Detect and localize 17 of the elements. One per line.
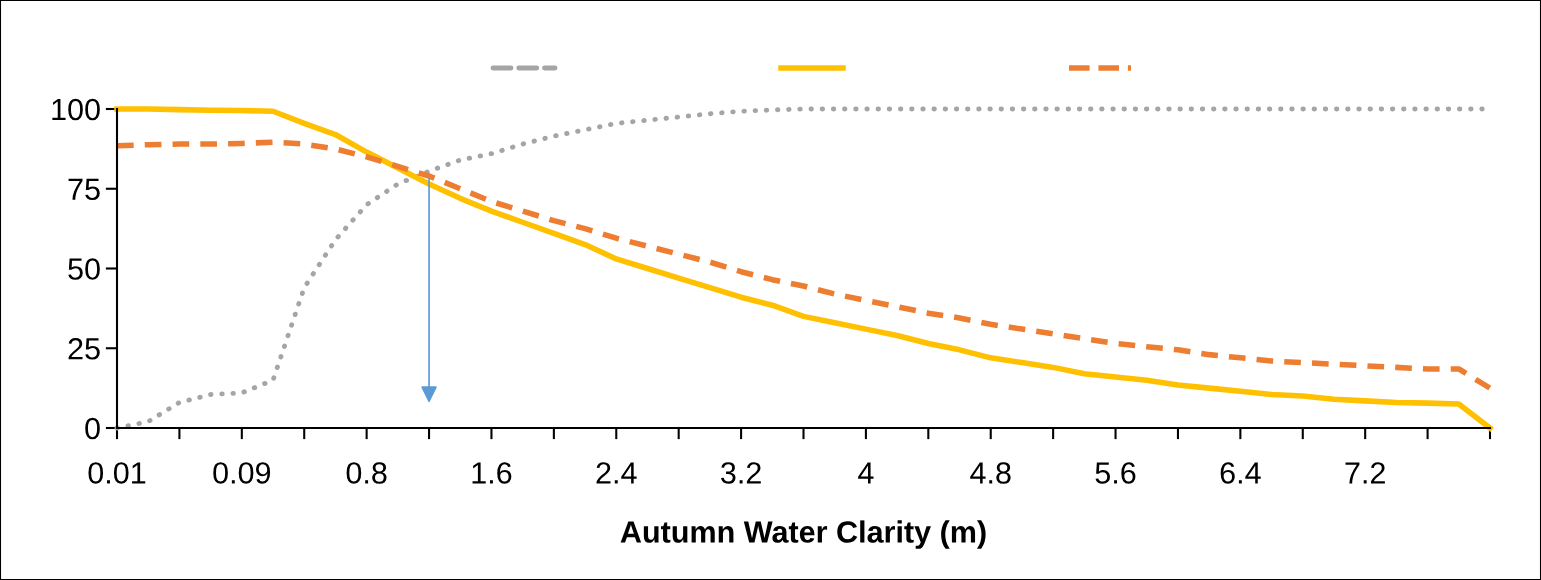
x-tick-label: 6.4 bbox=[1220, 462, 1261, 484]
x-tick-label: 0.8 bbox=[346, 462, 387, 484]
y-tick-label: 25 bbox=[68, 337, 100, 360]
x-tick-label: 4 bbox=[858, 462, 874, 484]
x-axis-title: Autumn Water Clarity (m) bbox=[620, 520, 986, 549]
x-tick-label: 5.6 bbox=[1095, 462, 1136, 484]
x-tick-label: 3.2 bbox=[721, 462, 761, 484]
y-tick-label: 75 bbox=[68, 178, 100, 201]
y-tick-label: 0 bbox=[85, 417, 100, 440]
x-tick-label: 0.09 bbox=[213, 462, 271, 484]
x-tick-label: 1.6 bbox=[472, 462, 512, 484]
y-tick-label: 50 bbox=[68, 258, 100, 280]
x-tick-label: 2.4 bbox=[596, 462, 637, 484]
x-tick-label: 0.01 bbox=[88, 462, 146, 484]
y-tick-label: 100 bbox=[52, 98, 100, 121]
x-tick-label: 4.8 bbox=[970, 462, 1011, 484]
x-tick-label: 7.2 bbox=[1345, 462, 1385, 484]
